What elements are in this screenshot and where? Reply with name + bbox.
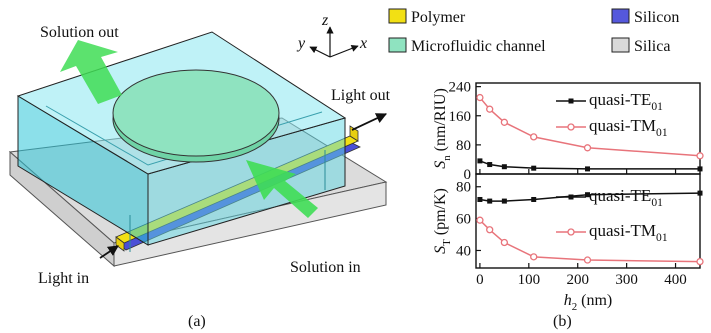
legend-label: quasi-TE01 bbox=[589, 186, 663, 209]
y-tick-label: 80 bbox=[456, 138, 471, 154]
solution-in-arrow bbox=[246, 160, 318, 218]
data-point bbox=[585, 166, 591, 172]
legend-label: quasi-TM01 bbox=[589, 221, 668, 244]
data-point bbox=[500, 238, 509, 247]
legend-label-silica: Silica bbox=[634, 38, 670, 55]
data-point bbox=[696, 257, 704, 266]
panel-a-caption: (a) bbox=[188, 313, 206, 330]
legend-label-microfluidic-channel: Microfluidic channel bbox=[411, 38, 546, 55]
light-in-label: Light in bbox=[38, 270, 89, 287]
data-point bbox=[530, 133, 538, 141]
x-tick-label: 300 bbox=[615, 272, 638, 288]
light-out-arrow bbox=[351, 113, 387, 131]
data-point bbox=[501, 198, 507, 204]
y-tick-label: 40 bbox=[456, 243, 471, 259]
y-tick-label: 240 bbox=[449, 80, 472, 96]
coordinate-axes: z x y bbox=[296, 12, 367, 58]
data-point bbox=[697, 190, 703, 196]
panel-b-caption: (b) bbox=[553, 313, 572, 330]
legend-marker bbox=[567, 123, 575, 131]
y-axis-label: y bbox=[296, 35, 306, 52]
data-point bbox=[585, 192, 591, 198]
light-out-label: Light out bbox=[331, 87, 391, 104]
device-diagram: z x y Solution out Light out Light in So… bbox=[8, 12, 391, 330]
x-axis-label: x bbox=[359, 35, 367, 52]
solution-in-label: Solution in bbox=[290, 259, 361, 276]
data-point bbox=[697, 166, 703, 172]
data-point bbox=[583, 256, 592, 264]
data-point bbox=[487, 162, 493, 168]
data-point bbox=[583, 144, 592, 152]
data-point bbox=[486, 226, 494, 234]
data-point bbox=[500, 118, 509, 126]
data-point bbox=[477, 196, 483, 202]
legend-swatch-silicon bbox=[611, 8, 630, 24]
polymer-end-left bbox=[115, 236, 125, 252]
legend-label: quasi-TE01 bbox=[589, 90, 663, 113]
data-point bbox=[696, 152, 704, 160]
materials-legend: Polymer Microfluidic channel Silicon Sil… bbox=[388, 8, 679, 55]
legend-label-polymer: Polymer bbox=[411, 9, 466, 26]
plot-frame bbox=[475, 173, 701, 269]
legend-marker bbox=[568, 194, 574, 200]
y-axis-label: Sn (nm/RIU) bbox=[432, 88, 453, 169]
chart-st: 40 60 80 0 100 200 300 400 ST (pm/K) quasi-TE01 qu… bbox=[432, 173, 704, 313]
y-axis-label: ST (pm/K) bbox=[432, 188, 453, 254]
data-point bbox=[476, 93, 484, 102]
x-tick-label: 400 bbox=[664, 272, 687, 288]
legend-marker bbox=[568, 98, 574, 104]
data-point bbox=[531, 196, 537, 202]
x-tick-label: 0 bbox=[476, 272, 484, 288]
legend-swatch-silica bbox=[611, 37, 630, 53]
x-tick-label: 200 bbox=[566, 272, 589, 288]
data-point bbox=[486, 105, 494, 113]
y-tick-label: 160 bbox=[449, 109, 472, 125]
y-tick-label: 60 bbox=[456, 212, 471, 228]
legend-marker bbox=[567, 228, 575, 236]
x-tick-label: 100 bbox=[518, 272, 541, 288]
data-point bbox=[487, 198, 493, 204]
data-point bbox=[531, 165, 537, 171]
microfluidic-channel-disk bbox=[112, 69, 280, 157]
solution-out-arrow bbox=[60, 40, 122, 104]
data-point bbox=[501, 164, 507, 170]
light-in-arrow bbox=[99, 245, 119, 259]
y-tick-label: 0 bbox=[464, 167, 472, 183]
x-axis-label: h2 (nm) bbox=[564, 292, 613, 313]
data-point bbox=[530, 253, 538, 261]
legend-swatch-microfluidic-channel bbox=[388, 37, 407, 53]
legend-label-silicon: Silicon bbox=[634, 9, 679, 26]
legend-swatch-polymer bbox=[388, 8, 407, 24]
z-axis-label: z bbox=[321, 12, 329, 29]
legend-label: quasi-TM01 bbox=[589, 116, 668, 139]
y-tick-label: 80 bbox=[456, 180, 471, 196]
data-point bbox=[476, 216, 484, 224]
data-point bbox=[477, 158, 483, 164]
solution-out-label: Solution out bbox=[40, 24, 119, 41]
